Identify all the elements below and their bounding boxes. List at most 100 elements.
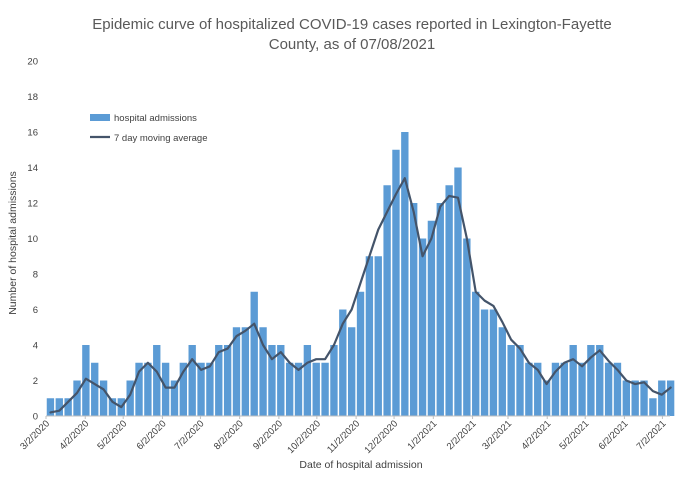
bar-2020-11-02 [356,291,365,416]
legend-label-bars: hospital admissions [114,113,197,124]
bar-2021-06-14 [640,380,648,416]
bar-2021-06-21 [649,398,657,416]
bar-2020-12-21 [418,238,427,416]
bar-2020-05-25 [153,345,161,416]
bar-2021-07-05 [666,380,675,416]
y-axis-label: Number of hospital admissions [7,171,19,315]
y-tick-label-0: 0 [33,412,38,423]
line-group [49,177,672,414]
x-tick-label-3/2/2021: 3/2/2021 [480,418,514,452]
bar-2021-06-28 [658,380,666,416]
y-tick-label-4: 4 [33,341,38,352]
x-tick-label-11/2/2020: 11/2/2020 [325,418,362,455]
y-tick-label-12: 12 [27,199,38,210]
x-tick-label-1/2/2021: 1/2/2021 [406,418,440,452]
y-tick-label-14: 14 [27,163,38,174]
x-tick-label-5/2/2020: 5/2/2020 [95,418,129,452]
legend: hospital admissions 7 day moving average [90,113,207,144]
y-tick-label-16: 16 [27,128,38,139]
x-tick-label-4/2/2020: 4/2/2020 [57,418,91,452]
chart-title-line-2: County, as of 07/08/2021 [269,36,436,53]
bar-2020-07-13 [215,345,223,416]
bar-2020-05-04 [126,380,134,416]
chart-title-line-1: Epidemic curve of hospitalized COVID-19 … [92,16,611,33]
y-tick-label-20: 20 [27,57,38,68]
bar-2020-10-26 [347,327,356,416]
bar-2021-02-01 [472,291,480,416]
bar-2021-04-05 [551,362,560,416]
bar-2020-04-13 [99,380,108,416]
bar-2020-03-09 [55,398,63,416]
bar-2020-08-10 [250,291,258,416]
x-tick-label-2/2/2021: 2/2/2021 [445,418,479,452]
bar-2020-10-05 [321,362,329,416]
y-tick-label-10: 10 [27,234,38,245]
y-tick-label-8: 8 [33,270,38,281]
x-tick-label-9/2/2020: 9/2/2020 [251,418,285,452]
bar-2021-05-10 [596,345,604,416]
bar-2020-04-20 [108,398,117,416]
bar-2021-05-24 [613,362,622,416]
bar-2021-01-18 [454,167,462,416]
bars-group [46,132,675,416]
bar-2021-03-22 [534,362,542,416]
bar-2020-11-30 [392,149,400,416]
bar-2020-06-15 [179,362,188,416]
legend-label-line: 7 day moving average [114,133,207,144]
bar-2020-08-24 [268,345,276,416]
moving-average-line [49,177,672,414]
x-tick-label-6/2/2020: 6/2/2020 [135,418,169,452]
legend-swatch-bars [90,114,110,121]
bar-2021-06-07 [631,380,639,416]
y-ticks-group: 0 2 4 6 8 10 12 14 16 18 20 [27,57,38,423]
bar-2021-04-26 [578,362,586,416]
bar-2020-09-07 [285,362,294,416]
bar-2021-03-29 [542,380,551,416]
x-tick-label-3/2/2020: 3/2/2020 [18,418,52,452]
x-tick-label-10/2/2020: 10/2/2020 [285,418,323,456]
bar-2021-04-19 [569,345,577,416]
bar-2020-09-28 [312,362,320,416]
bar-2021-04-12 [560,362,568,416]
x-tick-label-7/2/2020: 7/2/2020 [173,418,207,452]
bar-2020-04-06 [91,362,99,416]
x-tick-label-5/2/2021: 5/2/2021 [557,418,591,452]
bar-2021-02-08 [480,309,489,416]
x-tick-label-12/2/2020: 12/2/2020 [363,418,401,456]
bar-2021-05-17 [604,362,613,416]
bar-2020-08-17 [259,327,267,416]
x-tick-label-4/2/2021: 4/2/2021 [519,418,553,452]
bar-2020-07-27 [232,327,241,416]
y-tick-label-2: 2 [33,376,38,387]
bar-2020-06-08 [170,380,179,416]
bar-2021-03-15 [525,362,533,416]
bar-2021-05-31 [622,380,631,416]
y-tick-label-18: 18 [27,92,38,103]
bar-2021-01-04 [436,203,444,416]
bar-2020-05-11 [135,362,143,416]
bar-2020-03-16 [64,398,72,416]
bar-2020-07-06 [206,362,214,416]
bar-2021-03-08 [516,345,524,416]
bar-2020-09-14 [294,362,303,416]
bar-2020-06-22 [188,345,196,416]
bar-2020-11-23 [383,185,391,416]
bar-2020-07-20 [223,345,232,416]
bar-2020-08-31 [277,345,285,416]
bar-2020-12-14 [410,203,418,416]
bar-2020-05-18 [144,362,152,416]
bar-2021-05-03 [587,345,595,416]
bar-2020-11-09 [365,256,374,416]
x-tick-label-6/2/2021: 6/2/2021 [597,418,631,452]
bar-2020-12-07 [401,132,409,416]
x-ticks-group: 3/2/2020 4/2/2020 5/2/2020 6/2/2020 7/2/2020… [18,416,669,456]
x-axis-label: Date of hospital admission [299,459,422,471]
bar-2020-11-16 [374,256,382,416]
bar-2020-06-01 [161,362,170,416]
x-tick-label-8/2/2020: 8/2/2020 [212,418,246,452]
bar-2020-09-21 [303,345,312,416]
bar-2020-10-12 [330,345,338,416]
bar-2020-12-28 [427,220,436,416]
bar-2021-02-15 [489,309,498,416]
